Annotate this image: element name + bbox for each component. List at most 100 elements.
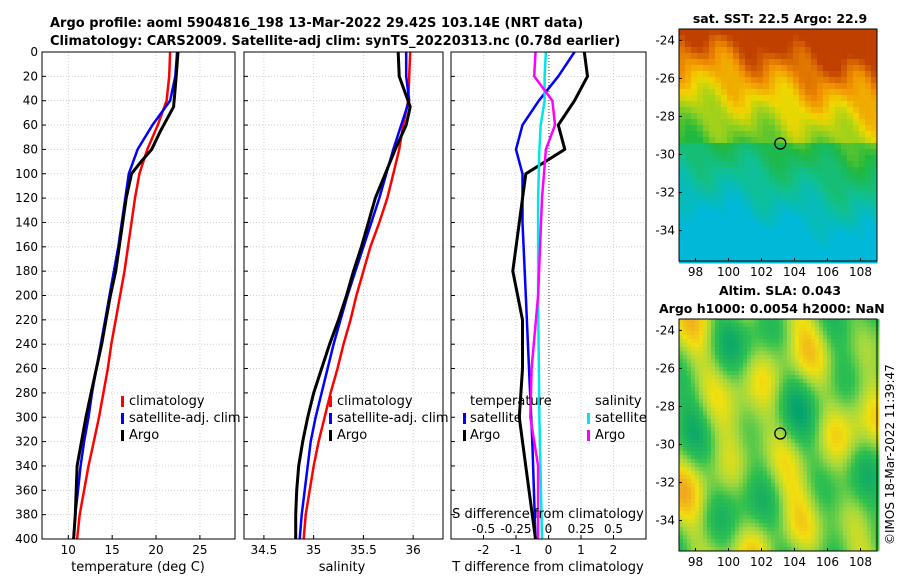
map-cell [799, 471, 804, 476]
x-tick-label: 2 [610, 543, 618, 557]
map-cell [719, 491, 724, 496]
map-cell [711, 359, 716, 364]
map-cell [807, 499, 812, 504]
map-cell [819, 539, 824, 544]
map-cell [703, 319, 708, 324]
map-cell [791, 515, 796, 520]
map-cell [853, 197, 860, 204]
map-cell [727, 387, 732, 392]
map-cell [721, 77, 728, 84]
map-cell [851, 411, 856, 416]
map-cell [759, 351, 764, 356]
map-cell [847, 65, 854, 72]
map-cell [863, 499, 868, 504]
map-cell [687, 327, 692, 332]
map-cell [755, 427, 760, 432]
map-cell [851, 323, 856, 328]
map-cell [697, 227, 704, 234]
map-cell [769, 83, 776, 90]
map-cell [841, 41, 848, 48]
map-cell [739, 191, 746, 198]
map-cell [739, 391, 744, 396]
map-cell [703, 375, 708, 380]
map-cell [871, 519, 876, 524]
salinity-grid [244, 51, 443, 540]
s-tick-label: 0 [545, 522, 553, 536]
map-cell [731, 503, 736, 508]
map-cell [757, 113, 764, 120]
map-cell [865, 149, 872, 156]
map-cell [679, 455, 684, 460]
map-cell [757, 197, 764, 204]
map-cell [775, 547, 780, 552]
map-cell [787, 319, 792, 324]
map-cell [835, 403, 840, 408]
map-cell [859, 327, 864, 332]
map-cell [719, 463, 724, 468]
map-cell [835, 215, 842, 222]
map-cell [807, 419, 812, 424]
map-cell [839, 547, 844, 552]
map-cell [691, 197, 698, 204]
map-cell [683, 427, 688, 432]
map-cell [817, 131, 824, 138]
map-cell [819, 447, 824, 452]
map-cell [795, 507, 800, 512]
map-cell [783, 531, 788, 536]
map-cell [815, 375, 820, 380]
map-cell [793, 89, 800, 96]
map-cell [855, 455, 860, 460]
map-cell [871, 239, 878, 246]
map-cell [839, 427, 844, 432]
map-cell [835, 363, 840, 368]
depth-tick-label: 180 [15, 264, 38, 278]
map-cell [815, 379, 820, 384]
map-cell [781, 227, 788, 234]
map-cell [779, 319, 784, 324]
map-cell [771, 415, 776, 420]
map-cell [699, 435, 704, 440]
map-cell [679, 419, 684, 424]
map-cell [739, 547, 744, 552]
map-cell [787, 355, 792, 360]
map-cell [867, 543, 872, 548]
map-cell [867, 351, 872, 356]
x-tick-label: 34.5 [251, 543, 278, 557]
map-cell [859, 507, 864, 512]
map-cell [703, 251, 710, 258]
map-cell [807, 367, 812, 372]
map-cell [827, 363, 832, 368]
map-cell [853, 47, 860, 54]
map-cell [863, 395, 868, 400]
map-cell [739, 319, 744, 324]
map-cell [719, 427, 724, 432]
map-cell [763, 89, 770, 96]
lon-tick-label: 106 [816, 265, 839, 279]
map-cell [703, 363, 708, 368]
map-cell [827, 359, 832, 364]
map-cell [707, 335, 712, 340]
map-cell [687, 427, 692, 432]
map-cell [723, 495, 728, 500]
map-cell [859, 65, 866, 72]
map-cell [697, 221, 704, 228]
map-cell [843, 371, 848, 376]
map-cell [859, 359, 864, 364]
map-cell [767, 351, 772, 356]
map-cell [835, 191, 842, 198]
map-cell [859, 527, 864, 532]
map-cell [697, 179, 704, 186]
map-cell [735, 535, 740, 540]
map-cell [839, 511, 844, 516]
map-cell [781, 185, 788, 192]
map-cell [871, 203, 878, 210]
map-cell [719, 403, 724, 408]
map-cell [683, 439, 688, 444]
map-cell [751, 35, 758, 42]
map-cell [715, 331, 720, 336]
map-cell [759, 383, 764, 388]
map-cell [843, 375, 848, 380]
map-cell [803, 519, 808, 524]
map-cell [865, 215, 872, 222]
